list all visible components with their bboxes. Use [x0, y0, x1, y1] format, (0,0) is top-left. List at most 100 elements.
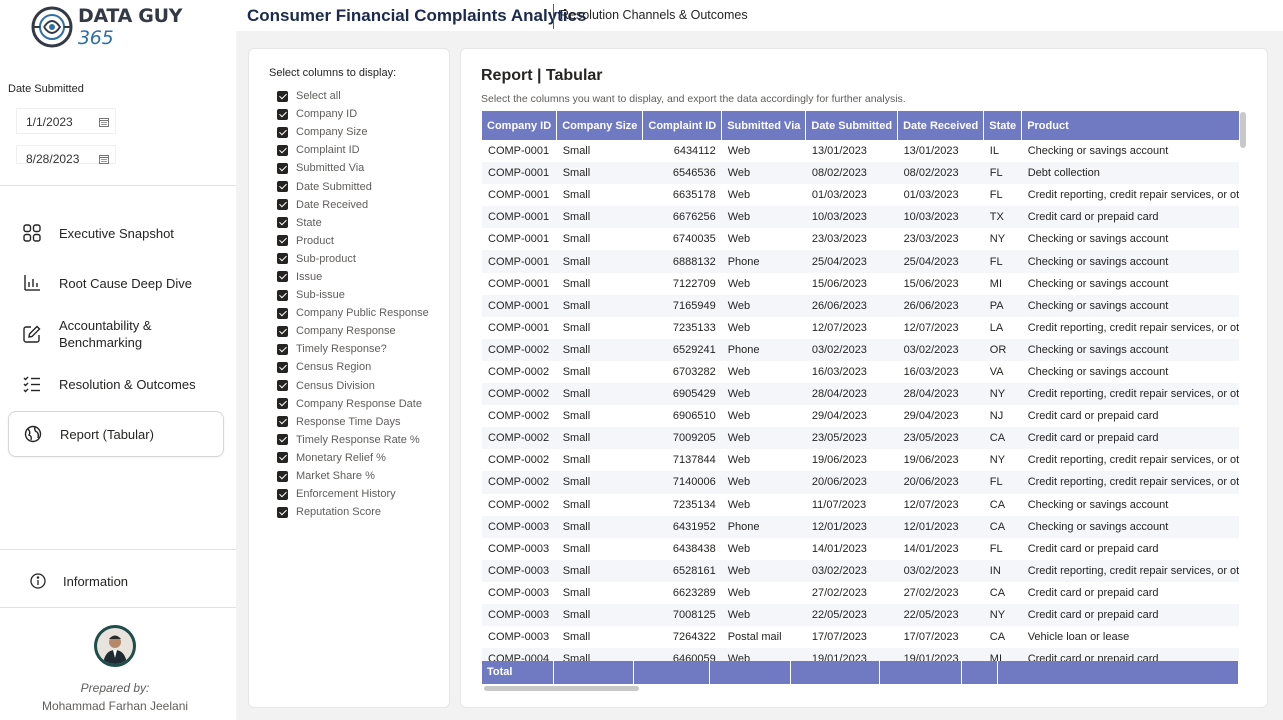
table-row[interactable]: COMP-0001 Small 6888132 Phone 25/04/2023 25/0…: [482, 250, 1239, 273]
checkbox-checked-icon[interactable]: [277, 307, 288, 319]
checkbox-checked-icon[interactable]: [277, 162, 288, 174]
table-row[interactable]: COMP-0003 Small 6438438 Web 14/01/2023 14/01/…: [482, 538, 1239, 560]
column-option[interactable]: Date Submitted: [277, 177, 429, 195]
checkbox-checked-icon[interactable]: [277, 253, 288, 265]
nav-root-cause-deep-dive[interactable]: Root Cause Deep Dive: [8, 260, 224, 306]
column-option[interactable]: Response Time Days: [277, 413, 429, 431]
checkbox-checked-icon[interactable]: [277, 452, 288, 464]
nav-accountability-benchmarking[interactable]: Accountability & Benchmarking: [8, 311, 224, 357]
checkbox-checked-icon[interactable]: [277, 271, 288, 283]
checkbox-checked-icon[interactable]: [277, 488, 288, 500]
table-row[interactable]: COMP-0002 Small 7137844 Web 19/06/2023 19/06/…: [482, 449, 1239, 471]
table-row[interactable]: COMP-0001 Small 6546536 Web 08/02/2023 08/02/…: [482, 162, 1239, 185]
nav-report-tabular[interactable]: Report (Tabular): [8, 411, 224, 457]
column-header[interactable]: State: [983, 111, 1023, 140]
table-row[interactable]: COMP-0001 Small 7122709 Web 15/06/2023 15/06/…: [482, 273, 1239, 295]
column-option[interactable]: Census Region: [277, 358, 429, 376]
table-cell: Small: [556, 515, 643, 538]
table-row[interactable]: COMP-0001 Small 6676256 Web 10/03/2023 10/03/…: [482, 206, 1239, 229]
end-date-input[interactable]: 8/28/2023: [16, 145, 116, 167]
table-row[interactable]: COMP-0002 Small 6529241 Phone 03/02/2023 03/0…: [482, 338, 1239, 361]
column-option[interactable]: Complaint ID: [277, 141, 429, 159]
column-header[interactable]: Complaint ID: [642, 111, 723, 140]
information-button[interactable]: Information: [29, 572, 128, 590]
checkbox-checked-icon[interactable]: [277, 361, 288, 373]
nav-executive-snapshot[interactable]: Executive Snapshot: [8, 210, 224, 256]
checkbox-checked-icon[interactable]: [277, 90, 288, 102]
table-row[interactable]: COMP-0001 Small 6635178 Web 01/03/2023 01/03/…: [482, 184, 1239, 206]
start-date-input[interactable]: 1/1/2023: [16, 108, 116, 134]
column-option[interactable]: Select all: [277, 87, 429, 105]
column-option[interactable]: Reputation Score: [277, 503, 429, 521]
column-option[interactable]: Enforcement History: [277, 485, 429, 503]
table-row[interactable]: COMP-0003 Small 6431952 Phone 12/01/2023 12/0…: [482, 515, 1239, 538]
vertical-scrollbar[interactable]: [1240, 112, 1246, 148]
column-option[interactable]: Census Division: [277, 377, 429, 395]
column-option[interactable]: Sub-product: [277, 250, 429, 268]
table-header-row: Company ID Company Size Complaint ID Submit…: [482, 111, 1239, 140]
column-option[interactable]: Company Response: [277, 322, 429, 340]
table-row[interactable]: COMP-0002 Small 6905429 Web 28/04/2023 28/04/…: [482, 383, 1239, 406]
checkbox-checked-icon[interactable]: [277, 108, 288, 120]
checkbox-checked-icon[interactable]: [277, 434, 288, 446]
table-row[interactable]: COMP-0001 Small 7165949 Web 26/06/2023 26/06/…: [482, 294, 1239, 317]
checkbox-checked-icon[interactable]: [277, 380, 288, 392]
table-row[interactable]: COMP-0002 Small 7009205 Web 23/05/2023 23/05/…: [482, 427, 1239, 450]
table-row[interactable]: COMP-0002 Small 6906510 Web 29/04/2023 29/04/…: [482, 405, 1239, 427]
table-row[interactable]: COMP-0002 Small 7235134 Web 11/07/2023 12/07/…: [482, 494, 1239, 516]
report-table-container[interactable]: Company ID Company Size Complaint ID Submit…: [482, 111, 1239, 661]
column-option[interactable]: Market Share %: [277, 467, 429, 485]
column-option[interactable]: Submitted Via: [277, 159, 429, 177]
table-row[interactable]: COMP-0001 Small 7235133 Web 12/07/2023 12/07/…: [482, 317, 1239, 339]
table-row[interactable]: COMP-0003 Small 7264322 Postal mail 17/07/20…: [482, 626, 1239, 648]
column-header[interactable]: Date Received: [897, 111, 985, 140]
checkbox-checked-icon[interactable]: [277, 217, 288, 229]
column-header[interactable]: Date Submitted: [805, 111, 899, 140]
checkbox-checked-icon[interactable]: [277, 181, 288, 193]
horizontal-scrollbar[interactable]: [484, 686, 639, 691]
column-header[interactable]: Submitted Via: [721, 111, 807, 140]
table-cell: 6529241: [642, 338, 722, 361]
column-option[interactable]: Company Size: [277, 123, 429, 141]
table-row[interactable]: COMP-0001 Small 6434112 Web 13/01/2023 13/01/…: [482, 140, 1239, 162]
checkbox-checked-icon[interactable]: [277, 343, 288, 355]
checkbox-checked-icon[interactable]: [277, 470, 288, 482]
table-row[interactable]: COMP-0003 Small 6528161 Web 03/02/2023 03/02/…: [482, 559, 1239, 582]
table-row[interactable]: COMP-0002 Small 7140006 Web 20/06/2023 20/06/…: [482, 471, 1239, 494]
column-option[interactable]: Timely Response?: [277, 340, 429, 358]
checkbox-checked-icon[interactable]: [277, 144, 288, 156]
column-option[interactable]: Issue: [277, 268, 429, 286]
column-option[interactable]: Date Received: [277, 196, 429, 214]
nav-resolution-outcomes[interactable]: Resolution & Outcomes: [8, 361, 224, 407]
table-row[interactable]: COMP-0003 Small 7008125 Web 22/05/2023 22/05/…: [482, 603, 1239, 627]
calendar-icon[interactable]: [99, 116, 109, 130]
column-option[interactable]: Timely Response Rate %: [277, 431, 429, 449]
checkbox-checked-icon[interactable]: [277, 126, 288, 138]
column-option[interactable]: State: [277, 214, 429, 232]
table-cell: Web: [727, 454, 751, 467]
column-option[interactable]: Monetary Relief %: [277, 449, 429, 467]
checkbox-checked-icon[interactable]: [277, 289, 288, 301]
checkbox-checked-icon[interactable]: [277, 506, 288, 518]
column-header[interactable]: Company Size: [556, 111, 644, 140]
checkbox-checked-icon[interactable]: [277, 416, 288, 428]
column-header[interactable]: Product: [1021, 111, 1239, 140]
column-option[interactable]: Sub-issue: [277, 286, 429, 304]
column-header[interactable]: Company ID: [482, 111, 558, 140]
table-row[interactable]: COMP-0002 Small 6703282 Web 16/03/2023 16/03/…: [482, 361, 1239, 383]
table-cell: 6623289: [672, 586, 716, 599]
column-option[interactable]: Product: [277, 232, 429, 250]
column-option[interactable]: Company ID: [277, 105, 429, 123]
checkbox-checked-icon[interactable]: [277, 398, 288, 410]
table-cell: Small: [562, 145, 591, 158]
checkbox-checked-icon[interactable]: [277, 199, 288, 211]
table-row[interactable]: COMP-0001 Small 6740035 Web 23/03/2023 23/03/…: [482, 228, 1239, 250]
checkbox-checked-icon[interactable]: [277, 325, 288, 337]
table-row[interactable]: COMP-0003 Small 6623289 Web 27/02/2023 27/02/…: [482, 582, 1239, 604]
calendar-icon[interactable]: [99, 153, 109, 167]
table-row[interactable]: COMP-0004 Small 6460059 Web 19/01/2023 19/01/…: [482, 648, 1239, 661]
column-option[interactable]: Company Public Response: [277, 304, 429, 322]
column-option[interactable]: Company Response Date: [277, 395, 429, 413]
checkbox-checked-icon[interactable]: [277, 235, 288, 247]
column-option-label: Census Region: [296, 361, 372, 374]
